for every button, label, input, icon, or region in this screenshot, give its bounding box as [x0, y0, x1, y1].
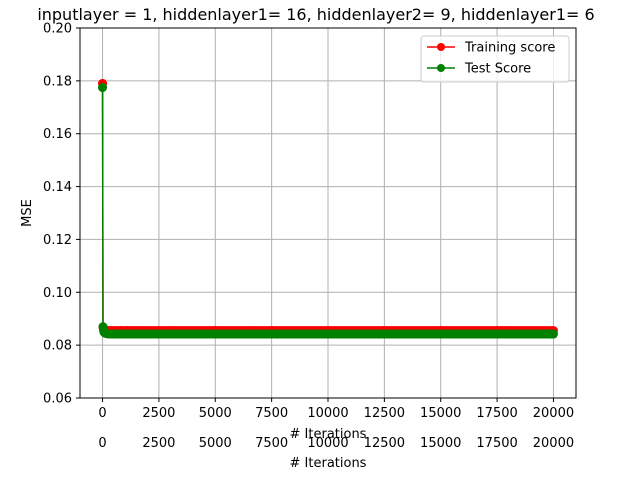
x-tick-label-duplicate: 10000: [307, 436, 348, 451]
x-tick-label-duplicate: 2500: [142, 436, 175, 451]
x-tick-label-duplicate: 0: [98, 436, 106, 451]
y-tick-label: 0.10: [43, 286, 72, 301]
data-point: [379, 329, 389, 339]
y-tick-label: 0.06: [43, 392, 72, 407]
x-tick-label-duplicate: 15000: [420, 436, 461, 451]
data-point: [165, 329, 175, 339]
y-tick-label: 0.14: [43, 180, 72, 195]
x-tick-label: 15000: [420, 406, 461, 421]
x-tick-label: 5000: [199, 406, 232, 421]
chart-title: inputlayer = 1, hiddenlayer1= 16, hidden…: [37, 5, 594, 24]
x-axis-label-duplicate: # Iterations: [290, 456, 367, 471]
x-tick-label-duplicate: 12500: [364, 436, 405, 451]
data-point: [436, 329, 446, 339]
legend-swatch-marker: [437, 64, 445, 72]
legend-box: [420, 35, 570, 83]
data-point: [107, 329, 117, 339]
data-point: [116, 329, 126, 339]
x-tick-label: 10000: [307, 406, 348, 421]
x-tick-label-duplicate: 5000: [199, 436, 232, 451]
y-tick-label: 0.08: [43, 339, 72, 354]
y-tick-label: 0.18: [43, 74, 72, 89]
x-tick-label: 2500: [142, 406, 175, 421]
x-tick-label-duplicate: 17500: [476, 436, 517, 451]
series-1: [98, 82, 558, 339]
x-tick-label: 0: [98, 406, 106, 421]
data-point: [98, 82, 108, 92]
data-point: [210, 329, 220, 339]
data-point: [323, 329, 333, 339]
y-tick-label: 0.16: [43, 127, 72, 142]
ticks: 0 0 2500 2500 5000 5000 7500 7500 10000 10000 1250…: [43, 22, 574, 452]
x-tick-label: 20000: [533, 406, 574, 421]
legend-label: Training score: [464, 41, 555, 56]
legend: Training score Test Score: [420, 35, 570, 83]
y-tick-label: 0.12: [43, 233, 72, 248]
x-tick-label: 17500: [476, 406, 517, 421]
x-tick-label-duplicate: 7500: [255, 436, 288, 451]
legend-label: Test Score: [464, 62, 531, 77]
x-axis-label: # Iterations: [290, 427, 367, 442]
data-point: [131, 329, 141, 339]
y-tick-label: 0.20: [43, 22, 72, 37]
legend-swatch-marker: [437, 43, 445, 51]
y-axis-label: MSE: [20, 199, 35, 227]
x-tick-label: 12500: [364, 406, 405, 421]
series-layer: [98, 79, 558, 339]
data-point: [492, 329, 502, 339]
x-tick-label: 7500: [255, 406, 288, 421]
data-point: [548, 329, 558, 339]
x-tick-label-duplicate: 20000: [533, 436, 574, 451]
data-point: [267, 329, 277, 339]
